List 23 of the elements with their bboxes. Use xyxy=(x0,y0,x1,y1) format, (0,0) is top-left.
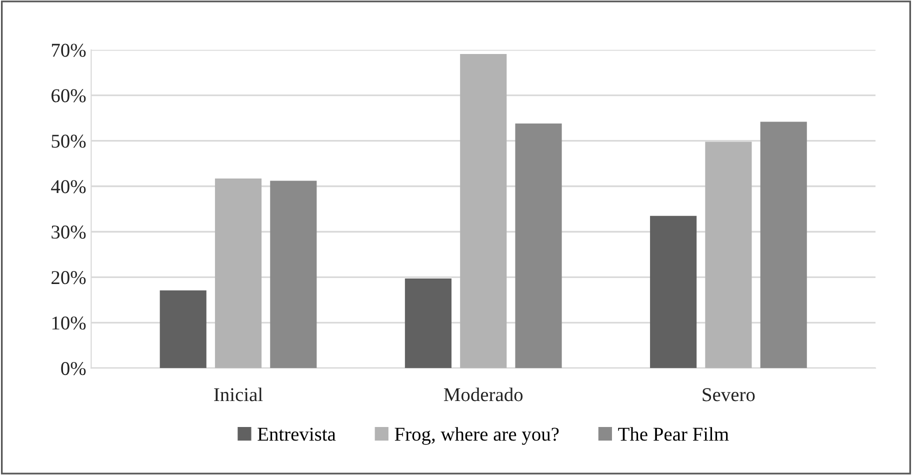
y-tick-label: 70% xyxy=(52,44,86,57)
bar xyxy=(515,124,562,368)
bar xyxy=(760,122,807,368)
legend-label: The Pear Film xyxy=(618,427,729,441)
x-tick-label: Moderado xyxy=(444,388,523,402)
y-tick-label: 60% xyxy=(52,89,86,102)
y-tick-label: 30% xyxy=(52,226,86,239)
bar xyxy=(460,54,507,368)
y-tick-label: 10% xyxy=(52,316,86,330)
bar xyxy=(214,178,262,368)
bar xyxy=(270,180,317,368)
y-tick-label: 20% xyxy=(52,271,86,284)
bar xyxy=(705,142,752,368)
legend-label: Frog, where are you? xyxy=(394,427,559,445)
legend-label: Entrevista xyxy=(258,428,336,441)
bar xyxy=(650,216,697,368)
x-tick-label: Inicial xyxy=(214,388,263,402)
x-tick-label: Severo xyxy=(702,388,755,402)
y-tick-label: 40% xyxy=(51,180,86,194)
y-tick-label: 50% xyxy=(52,134,86,148)
bar xyxy=(160,290,206,368)
y-tick-label: 0% xyxy=(61,362,86,376)
bar xyxy=(404,278,452,368)
